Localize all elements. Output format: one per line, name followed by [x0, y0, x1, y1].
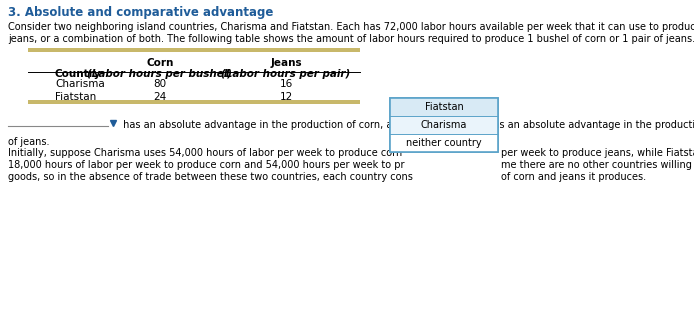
Text: Initially, suppose Charisma uses 54,000 hours of labor per week to produce corn: Initially, suppose Charisma uses 54,000 …: [8, 148, 403, 158]
Bar: [390, 116, 498, 134]
Text: (Labor hours per bushel): (Labor hours per bushel): [87, 69, 232, 79]
Text: Charisma: Charisma: [421, 120, 467, 130]
Text: (Labor hours per pair): (Labor hours per pair): [221, 69, 350, 79]
Text: 16: 16: [280, 79, 293, 89]
Text: Fiatstan: Fiatstan: [425, 102, 464, 112]
Text: Corn: Corn: [146, 58, 174, 68]
Text: of jeans.: of jeans.: [8, 137, 49, 147]
Text: has an absolute advantage in the production of corn, and: has an absolute advantage in the product…: [120, 120, 405, 130]
Text: Charisma: Charisma: [55, 79, 105, 89]
Text: Fiatstan: Fiatstan: [55, 92, 96, 102]
Text: Consider two neighboring island countries, Charisma and Fiatstan. Each has 72,00: Consider two neighboring island countrie…: [8, 22, 694, 32]
Text: jeans, or a combination of both. The following table shows the amount of labor h: jeans, or a combination of both. The fol…: [8, 34, 694, 44]
Bar: [28, 100, 360, 104]
Text: 18,000 hours of labor per week to produce corn and 54,000 hours per week to pr: 18,000 hours of labor per week to produc…: [8, 160, 405, 170]
Text: 80: 80: [153, 79, 167, 89]
Text: 3. Absolute and comparative advantage: 3. Absolute and comparative advantage: [8, 6, 273, 19]
Text: neither country: neither country: [406, 138, 482, 148]
Text: per week to produce jeans, while Fiatstan uses: per week to produce jeans, while Fiatsta…: [501, 148, 694, 158]
Bar: [390, 98, 498, 152]
Bar: [390, 98, 498, 152]
Text: Country: Country: [55, 69, 101, 79]
Bar: [390, 98, 498, 116]
Text: goods, so in the absence of trade between these two countries, each country cons: goods, so in the absence of trade betwee…: [8, 172, 413, 182]
Bar: [28, 48, 360, 52]
Text: 24: 24: [153, 92, 167, 102]
Text: has an absolute advantage in the production: has an absolute advantage in the product…: [484, 120, 694, 130]
Text: 12: 12: [280, 92, 293, 102]
Text: of corn and jeans it produces.: of corn and jeans it produces.: [501, 172, 646, 182]
Bar: [390, 134, 498, 152]
Text: me there are no other countries willing to trade: me there are no other countries willing …: [501, 160, 694, 170]
Text: Jeans: Jeans: [270, 58, 302, 68]
